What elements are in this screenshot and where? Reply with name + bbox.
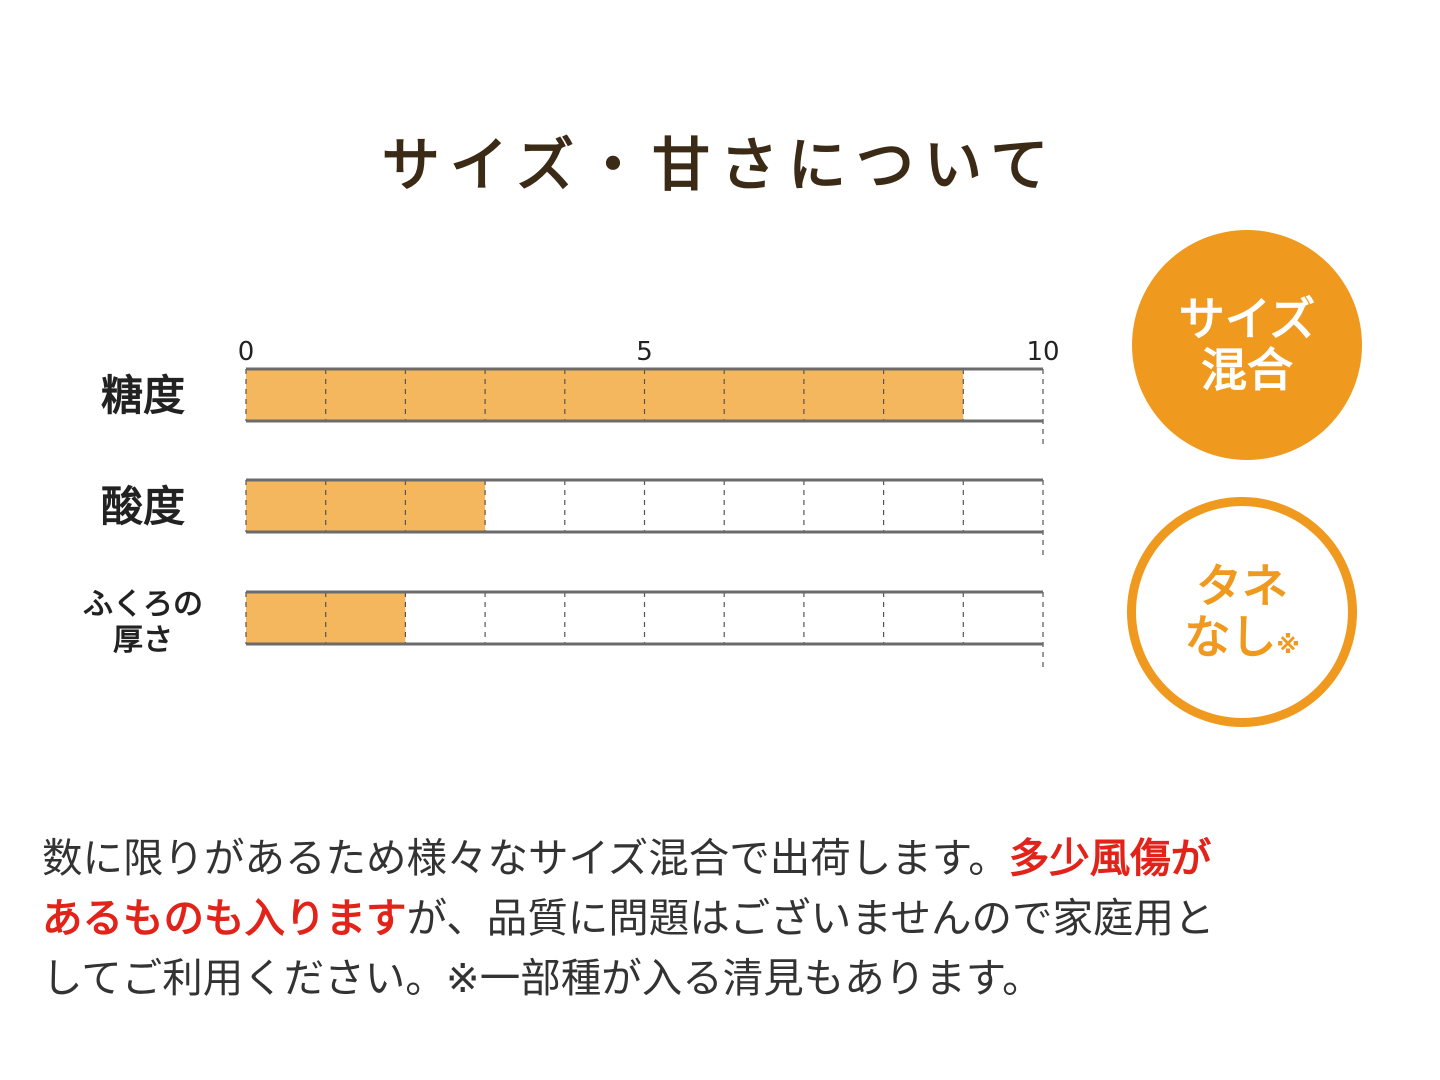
size-mixed-badge-line1: サイズ	[1178, 292, 1316, 347]
note-warning-1: 多少風傷が	[1008, 834, 1212, 882]
note-warning-2: あるものも入ります	[42, 894, 407, 942]
seedless-badge-mark: ※	[1276, 631, 1300, 659]
category-label-2: 酸度	[101, 482, 185, 531]
shipping-note: 数に限りがあるため様々なサイズ混合で出荷します。多少風傷が あるものも入りますが…	[42, 828, 1412, 1008]
tick-label-10: 10	[1026, 337, 1059, 367]
note-line-1: 数に限りがあるため様々なサイズ混合で出荷します。多少風傷が	[42, 828, 1412, 888]
note-text-1: 数に限りがあるため様々なサイズ混合で出荷します。	[42, 834, 1009, 882]
bar-2	[246, 480, 486, 532]
seedless-badge-text: なし	[1184, 610, 1277, 664]
size-mixed-badge-line2: 混合	[1201, 343, 1293, 397]
size-mixed-badge: サイズ 混合	[1132, 230, 1362, 460]
bar-1	[246, 369, 964, 421]
seedless-badge: タネ なし※	[1127, 497, 1357, 727]
category-label-3-line-2: 厚さ	[113, 623, 173, 658]
note-line-3: してご利用ください。※一部種が入る清見もあります。	[42, 954, 1043, 1002]
page-title: サイズ・甘さについて	[381, 131, 1059, 199]
seedless-badge-line2: なし※	[1184, 612, 1299, 663]
note-line-2: あるものも入りますが、品質に問題はございませんので家庭用と	[42, 888, 1412, 948]
seedless-badge-line1: タネ	[1196, 559, 1288, 614]
note-text-2: が、品質に問題はございませんので家庭用と	[406, 894, 1215, 942]
category-label-1: 糖度	[101, 371, 185, 420]
tick-label-5: 5	[636, 337, 653, 367]
tick-label-0: 0	[238, 337, 255, 367]
category-label-3-line-1: ふくろの	[83, 587, 203, 622]
